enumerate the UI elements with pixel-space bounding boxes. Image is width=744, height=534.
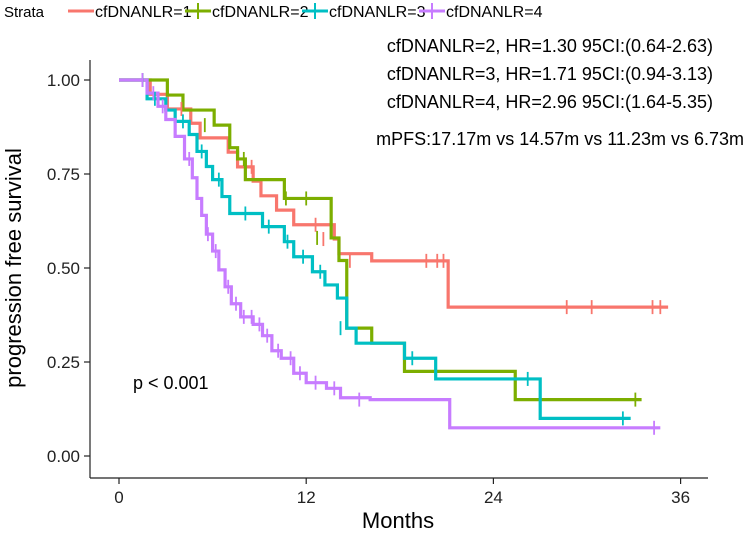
legend-item-4: cfDNANLR=4: [419, 3, 543, 21]
legend-label-1: cfDNANLR=1: [95, 4, 192, 21]
y-axis-title: progression free survival: [1, 148, 26, 388]
survival-curve-1: [119, 78, 669, 309]
x-tick-label: 12: [297, 488, 316, 507]
legend-label-3: cfDNANLR=3: [329, 4, 426, 21]
legend-item-1: cfDNANLR=1: [68, 4, 192, 21]
survival-curve-3: [119, 78, 631, 420]
y-tick-label: 0.25: [47, 353, 80, 372]
y-tick-label: 1.00: [47, 71, 80, 90]
legend-label-2: cfDNANLR=2: [212, 4, 309, 21]
y-tick-label: 0.00: [47, 447, 80, 466]
y-ticks: 0.00 0.25 0.50 0.75 1.00: [47, 71, 90, 466]
hr-annotation-3: cfDNANLR=3, HR=1.71 95CI:(0.94-3.13): [387, 64, 713, 84]
x-tick-label: 24: [484, 488, 503, 507]
x-ticks: 0 12 24 36: [114, 478, 690, 507]
x-tick-label: 0: [114, 488, 123, 507]
y-tick-label: 0.50: [47, 259, 80, 278]
legend: Strata cfDNANLR=1 cfDNANLR=2 cfDNANLR=3 …: [4, 3, 543, 21]
survival-curve-2: [119, 78, 642, 402]
x-tick-label: 36: [671, 488, 690, 507]
mpfs-annotation: mPFS:17.17m vs 14.57m vs 11.23m vs 6.73m: [376, 129, 744, 149]
y-tick-label: 0.75: [47, 165, 80, 184]
p-value: p < 0.001: [133, 373, 209, 393]
censor-marks: [141, 73, 662, 435]
legend-title: Strata: [4, 4, 45, 21]
x-axis-title: Months: [362, 508, 434, 533]
hr-annotation-4: cfDNANLR=4, HR=2.96 95CI:(1.64-5.35): [387, 92, 713, 112]
hr-annotation-2: cfDNANLR=2, HR=1.30 95CI:(0.64-2.63): [387, 36, 713, 56]
legend-item-2: cfDNANLR=2: [185, 3, 309, 21]
legend-label-4: cfDNANLR=4: [446, 4, 543, 21]
legend-item-3: cfDNANLR=3: [302, 3, 426, 21]
